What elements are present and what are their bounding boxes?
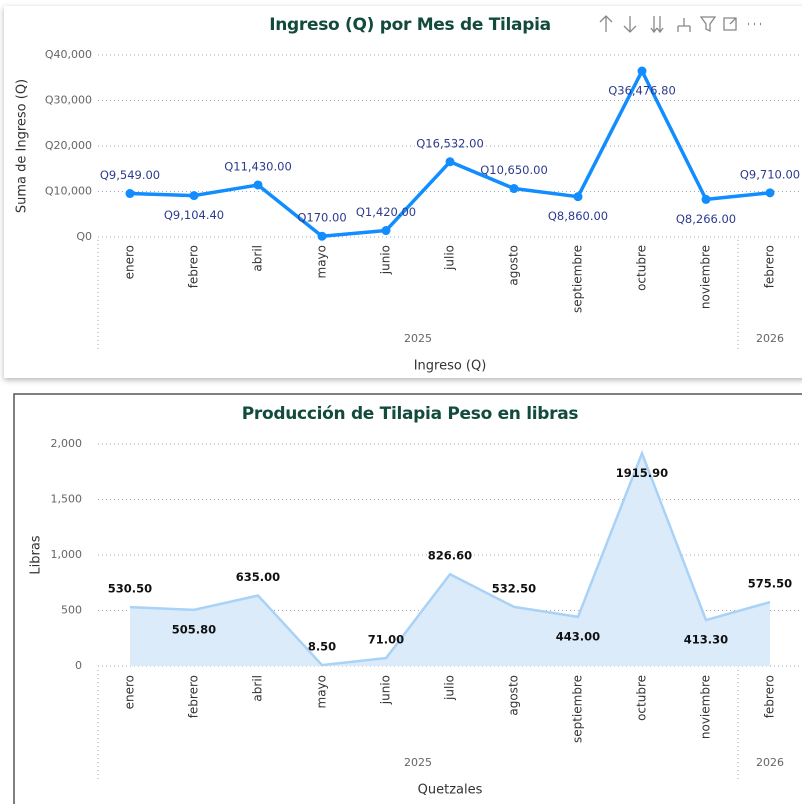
data-label: 505.80 (172, 622, 216, 636)
data-label: Q9,710.00 (740, 167, 800, 181)
x-tick-label: agosto (507, 245, 521, 286)
y-tick-label: 2,000 (51, 437, 83, 450)
x-tick-label: febrero (763, 245, 777, 288)
point (445, 157, 455, 167)
x-axis-title: Quetzales (418, 783, 483, 798)
x-tick-label: julio (443, 245, 457, 271)
y-tick-label: 500 (61, 604, 82, 617)
point (253, 180, 263, 190)
x-tick-label: noviembre (699, 675, 713, 739)
data-label: 826.60 (428, 549, 472, 563)
x-tick-label: enero (123, 245, 137, 279)
group-label: 2026 (756, 332, 784, 345)
point (317, 231, 327, 241)
y-axis-title: Libras (29, 535, 44, 574)
x-tick-label: abril (251, 245, 265, 272)
y-tick-label: Q0 (76, 230, 92, 243)
point (573, 192, 583, 202)
data-label: 635.00 (236, 570, 280, 584)
x-tick-label: octubre (635, 675, 649, 721)
focus-icon[interactable] (723, 17, 737, 31)
data-label: 532.50 (492, 581, 536, 595)
x-tick-label: noviembre (699, 245, 713, 309)
x-tick-label: junio (379, 245, 393, 275)
toolbar[interactable] (599, 15, 761, 34)
data-label: Q16,532.00 (416, 136, 484, 150)
data-label: 71.00 (368, 633, 404, 647)
x-tick-label: mayo (315, 245, 329, 279)
data-label: Q9,104.40 (164, 208, 224, 222)
chart-title: Ingreso (Q) por Mes de Tilapia (269, 15, 551, 35)
data-label: 1915.90 (616, 466, 668, 480)
point (381, 226, 391, 236)
sort-up-icon[interactable] (599, 15, 613, 32)
y-tick-label: Q20,000 (45, 139, 92, 152)
x-tick-label: septiembre (571, 675, 585, 743)
x-axis-title: Ingreso (Q) (414, 359, 487, 374)
y-tick-label: Q40,000 (45, 48, 92, 61)
y-axis-title: Suma de Ingreso (Q) (15, 79, 30, 213)
line (129, 449, 771, 667)
x-tick-label: septiembre (571, 245, 585, 313)
chart-title: Producción de Tilapia Peso en libras (242, 404, 579, 424)
data-label: 413.30 (684, 633, 728, 647)
data-label: Q36,476.80 (608, 84, 676, 98)
x-tick-label: agosto (507, 675, 521, 716)
data-label: 8.50 (308, 640, 336, 654)
group-label: 2025 (404, 756, 432, 769)
hierarchy-icon[interactable] (677, 18, 691, 32)
x-tick-label: julio (443, 675, 457, 701)
y-tick-label: 0 (75, 659, 82, 672)
x-tick-label: enero (123, 675, 137, 709)
data-label: Q170.00 (297, 211, 346, 225)
point (701, 194, 711, 204)
sort-down-icon[interactable] (623, 16, 637, 33)
x-tick-label: octubre (635, 245, 649, 291)
drill-icon[interactable] (650, 16, 664, 34)
data-label: Q8,860.00 (548, 209, 608, 223)
data-label: 575.50 (748, 577, 792, 591)
data-label: Q1,420.00 (356, 205, 416, 219)
point (765, 188, 775, 198)
y-tick-label: Q10,000 (45, 185, 92, 198)
point (125, 189, 135, 199)
data-label: Q9,549.00 (100, 168, 160, 182)
group-label: 2026 (756, 756, 784, 769)
y-tick-label: 1,000 (51, 548, 83, 561)
data-label: Q10,650.00 (480, 163, 548, 177)
point (637, 66, 647, 76)
group-label: 2025 (404, 332, 432, 345)
x-tick-label: abril (251, 675, 265, 702)
area (130, 453, 770, 666)
point (509, 184, 519, 194)
y-tick-label: 1,500 (51, 493, 83, 506)
x-tick-label: mayo (315, 675, 329, 709)
data-label: Q11,430.00 (224, 159, 292, 173)
data-label: Q8,266.00 (676, 212, 736, 226)
filter-icon[interactable] (699, 16, 717, 33)
point (189, 191, 199, 201)
x-tick-label: junio (379, 675, 393, 705)
x-tick-label: febrero (187, 245, 201, 288)
x-tick-label: febrero (763, 675, 777, 718)
y-tick-label: Q30,000 (45, 94, 92, 107)
data-label: 530.50 (108, 582, 152, 596)
x-tick-label: febrero (187, 675, 201, 718)
data-label: 443.00 (556, 629, 600, 643)
